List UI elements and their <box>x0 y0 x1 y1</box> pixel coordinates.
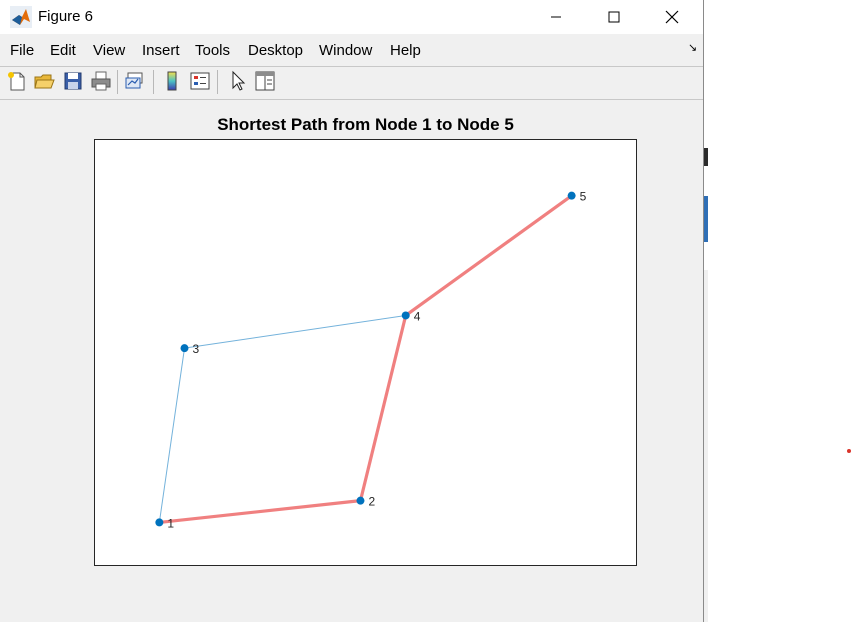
insert-legend-icon[interactable] <box>189 70 211 92</box>
edge-4-5 <box>404 194 573 317</box>
close-icon <box>665 10 679 24</box>
node-2 <box>356 496 365 505</box>
node-label-3: 3 <box>193 342 200 356</box>
save-icon[interactable] <box>62 70 84 92</box>
node-5 <box>567 191 576 200</box>
open-file-icon[interactable] <box>33 70 55 92</box>
property-inspector-icon[interactable] <box>254 70 276 92</box>
menu-view[interactable]: View <box>93 42 126 59</box>
toolbar-separator <box>117 70 118 94</box>
node-label-4: 4 <box>414 309 421 323</box>
node-label-1: 1 <box>167 516 174 530</box>
menu-bar: File Edit View Insert Tools Desktop Wind… <box>0 35 703 65</box>
menu-file[interactable]: File <box>10 42 35 59</box>
toolbar-separator <box>217 70 218 94</box>
menu-tools[interactable]: Tools <box>195 42 231 59</box>
plot-title: Shortest Path from Node 1 to Node 5 <box>217 115 514 134</box>
window-title: Figure 6 <box>38 8 94 25</box>
matlab-icon <box>10 6 32 28</box>
edge-1-3 <box>158 348 185 523</box>
maximize-button[interactable] <box>585 0 643 34</box>
dock-arrow-icon[interactable]: ↘ <box>688 42 698 54</box>
edge-3-4 <box>184 314 406 349</box>
node-label-2: 2 <box>368 495 375 509</box>
node-label-5: 5 <box>580 190 587 204</box>
nodes-layer: 1 2 3 4 5 <box>155 190 587 530</box>
node-1 <box>155 518 164 527</box>
node-3 <box>180 344 189 353</box>
figure-window: Figure 6 File Edit View Insert Tools Des… <box>0 0 704 622</box>
edges-layer <box>158 194 573 525</box>
plot-axes[interactable] <box>94 139 637 566</box>
minimize-button[interactable] <box>527 0 585 34</box>
menu-edit[interactable]: Edit <box>50 42 76 59</box>
close-button[interactable] <box>643 0 701 34</box>
print-icon[interactable] <box>90 70 112 92</box>
toolbar-separator <box>153 70 154 94</box>
maximize-icon <box>608 11 620 23</box>
menu-insert[interactable]: Insert <box>142 42 180 59</box>
title-bar: Figure 6 <box>0 0 703 34</box>
menu-window[interactable]: Window <box>319 42 373 59</box>
menu-desktop[interactable]: Desktop <box>248 42 304 59</box>
insert-colorbar-icon[interactable] <box>161 70 183 92</box>
edge-1-2 <box>159 499 361 525</box>
edge-2-4 <box>358 315 408 502</box>
node-4 <box>401 311 410 320</box>
link-plot-icon[interactable] <box>124 70 146 92</box>
edit-plot-icon[interactable] <box>227 70 249 92</box>
menu-help[interactable]: Help <box>390 42 421 59</box>
red-dot <box>847 449 851 453</box>
minimize-icon <box>551 16 561 18</box>
background-window-edge <box>704 148 708 622</box>
new-figure-icon[interactable] <box>6 70 28 92</box>
